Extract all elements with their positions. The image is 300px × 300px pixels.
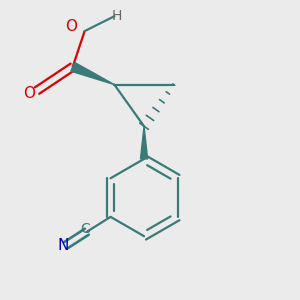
Polygon shape [140, 126, 148, 159]
Text: O: O [24, 86, 36, 101]
Text: H: H [112, 9, 122, 23]
Text: N: N [57, 238, 69, 253]
Text: O: O [65, 19, 77, 34]
Polygon shape [71, 62, 114, 85]
Text: C: C [80, 222, 90, 236]
